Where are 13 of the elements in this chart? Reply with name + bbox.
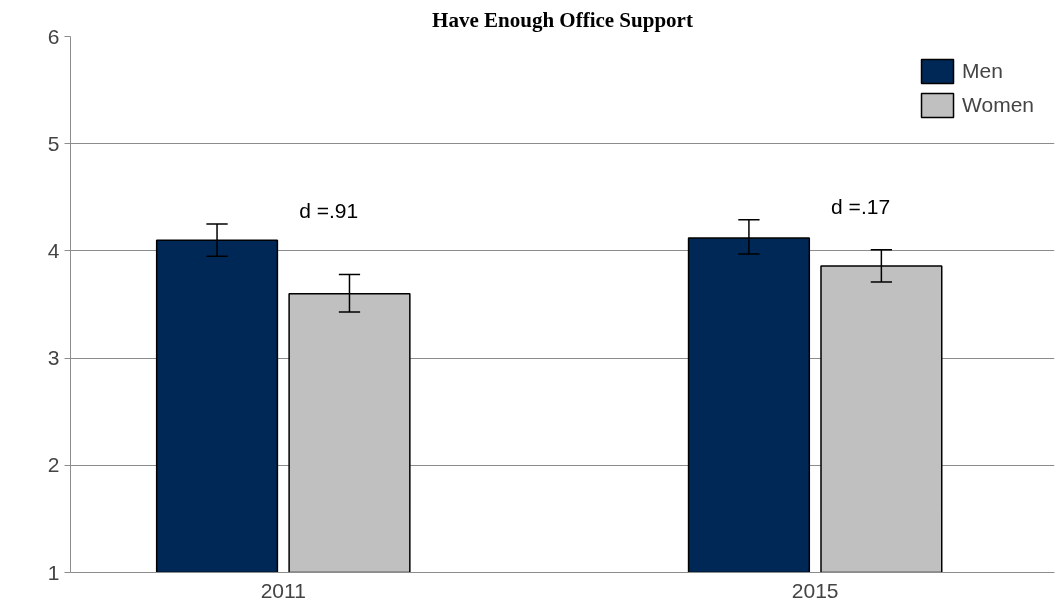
- x-tick-label: 2015: [791, 578, 839, 602]
- y-tick-label: 3: [47, 346, 60, 370]
- legend-label: Women: [962, 93, 1034, 117]
- y-tick-label: 4: [47, 238, 60, 262]
- y-tick-label: 2: [47, 453, 60, 477]
- annotation: d =.91: [299, 199, 359, 223]
- y-tick-label: 6: [47, 24, 60, 48]
- legend-label: Men: [962, 59, 1003, 83]
- x-tick-label: 2011: [260, 578, 306, 602]
- chart-title: Have Enough Office Support: [432, 7, 693, 32]
- y-tick-label: 5: [47, 131, 60, 155]
- annotation: d =.17: [831, 194, 891, 218]
- y-tick-label: 1: [47, 560, 60, 584]
